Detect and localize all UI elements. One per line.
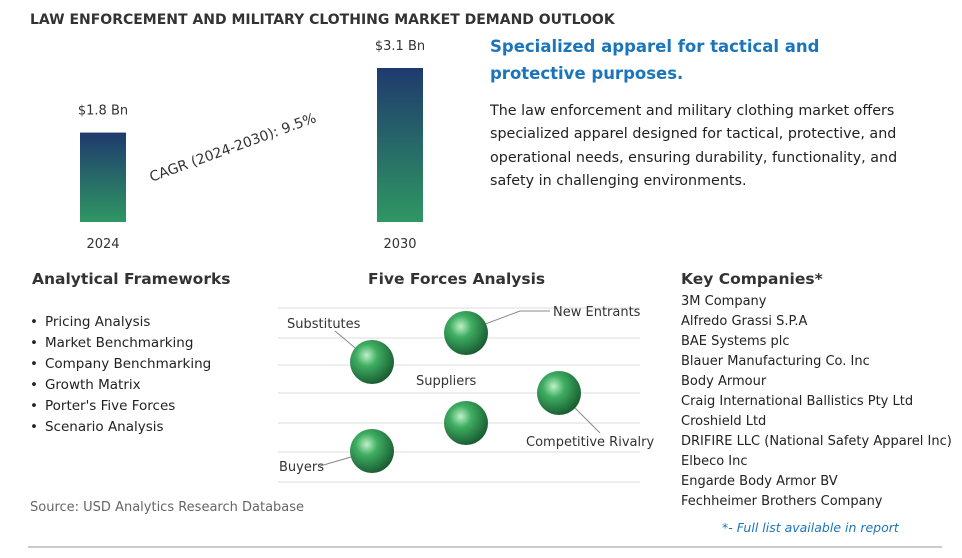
company-item: BAE Systems plc xyxy=(681,334,790,349)
company-item: Engarde Body Armor BV xyxy=(681,474,838,489)
company-item: Craig International Ballistics Pty Ltd xyxy=(681,394,914,409)
company-item: Blauer Manufacturing Co. Inc xyxy=(681,354,870,369)
companies-note: *- Full list available in report xyxy=(722,520,899,535)
value-label: $3.1 Bn xyxy=(375,39,425,54)
company-item: Body Armour xyxy=(681,374,767,389)
force-label: Suppliers xyxy=(416,374,477,389)
company-item: 3M Company xyxy=(681,294,767,309)
cagr-annotation: CAGR (2024-2030): 9.5% xyxy=(148,110,319,185)
page-title: LAW ENFORCEMENT AND MILITARY CLOTHING MA… xyxy=(30,12,615,28)
framework-item: Growth Matrix xyxy=(30,377,141,393)
five-forces-heading: Five Forces Analysis xyxy=(368,270,546,288)
bar xyxy=(377,68,423,222)
force-label: Competitive Rivalry xyxy=(526,435,654,450)
framework-item: Market Benchmarking xyxy=(30,335,193,351)
x-tick-label: 2024 xyxy=(86,237,119,252)
spheres xyxy=(350,311,581,473)
company-item: Elbeco Inc xyxy=(681,454,748,469)
framework-item: Company Benchmarking xyxy=(30,356,211,372)
bar xyxy=(80,132,126,222)
value-label: $1.8 Bn xyxy=(78,104,128,119)
framework-item: Porter's Five Forces xyxy=(30,398,175,414)
description-heading: Specialized apparel for tactical and pro… xyxy=(490,37,820,83)
x-tick-label: 2030 xyxy=(383,237,416,252)
force-label: Substitutes xyxy=(287,317,361,332)
company-item: Fechheimer Brothers Company xyxy=(681,494,883,509)
companies-heading: Key Companies* xyxy=(681,270,823,288)
framework-item: Pricing Analysis xyxy=(30,314,150,330)
description-text: The law enforcement and military clothin… xyxy=(490,103,898,189)
company-item: Croshield Ltd xyxy=(681,414,767,429)
force-label: New Entrants xyxy=(553,305,641,320)
frameworks-heading: Analytical Frameworks xyxy=(32,270,231,288)
force-label: Buyers xyxy=(279,460,324,475)
framework-item: Scenario Analysis xyxy=(30,419,164,435)
company-item: DRIFIRE LLC (National Safety Apparel Inc… xyxy=(681,434,952,449)
source: Source: USD Analytics Research Database xyxy=(30,500,305,515)
company-item: Alfredo Grassi S.P.A xyxy=(681,314,808,329)
